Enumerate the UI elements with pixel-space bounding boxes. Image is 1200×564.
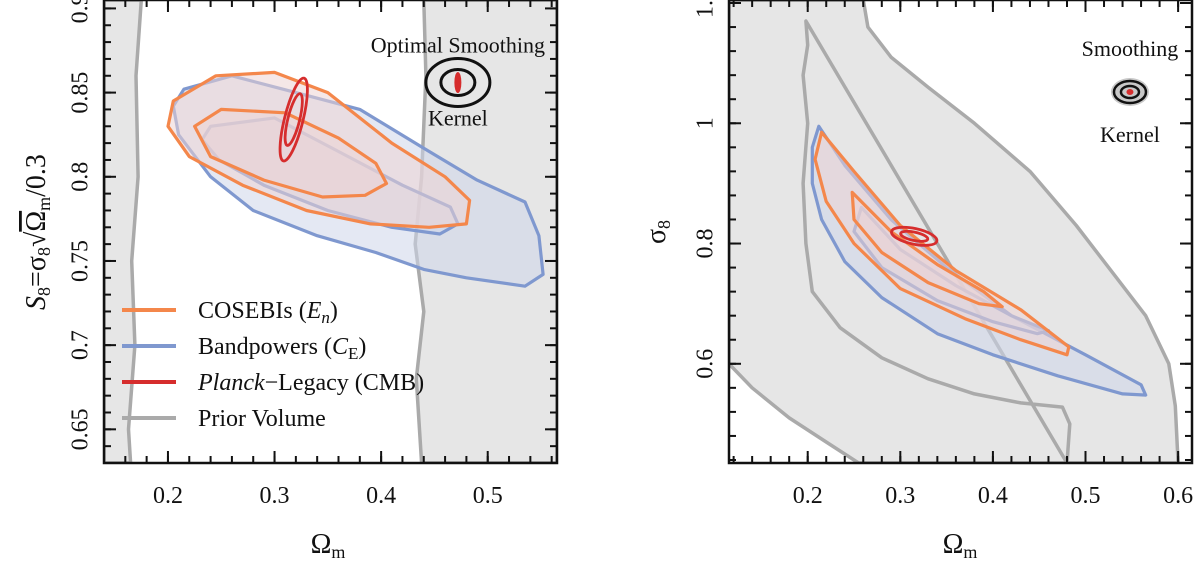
- left-contour-prior-volume-outer: [104, 0, 144, 463]
- legend-label-prior: Prior Volume: [198, 406, 326, 432]
- left-x-tick-label: 0.3: [260, 483, 290, 509]
- left-y-tick-label: 0.75: [68, 240, 94, 282]
- right-kernel-label-top: Smoothing: [1082, 36, 1179, 61]
- left-ticks: 0.2 0.3 0.4 0.5 0.65 0.7 0.75 0.8 0.85 0.9: [68, 0, 557, 509]
- right-contour-prior-volume-outer: [729, 0, 1180, 463]
- right-contour-planck-legacy-68: [899, 229, 930, 243]
- left-panel: 0.2 0.3 0.4 0.5 0.65 0.7 0.75 0.8 0.85 0.9 Ωm S8=…: [21, 0, 559, 562]
- kernel-inner-ring: [439, 67, 477, 97]
- right-x-tick-label: 0.5: [1071, 483, 1101, 509]
- kernel-inner-ring: [1119, 84, 1141, 100]
- right-contour-cosebis-68: [850, 190, 1004, 309]
- left-y-tick-label: 0.7: [68, 330, 94, 360]
- left-kernel-label-top: Optimal Smoothing: [371, 32, 545, 57]
- kernel-outer-ring: [424, 56, 492, 108]
- left-y-tick-label: 0.85: [68, 72, 94, 114]
- left-contour-planck-legacy-95: [278, 76, 309, 163]
- legend: COSEBIs (En) Bandpowers (CE) Planck−Lega…: [122, 298, 424, 432]
- legend-label-planck: Planck−Legacy (CMB): [197, 370, 424, 396]
- right-panel: 0.2 0.3 0.4 0.5 0.6 0.6 0.8 1 1.2 Ωm σ8 Smoothin…: [641, 0, 1194, 562]
- left-y-tick-label: 0.8: [68, 162, 94, 192]
- right-contour-planck-legacy-95: [890, 225, 939, 247]
- left-y-tick-label: 0.9: [68, 0, 94, 23]
- left-y-tick-label: 0.65: [68, 408, 94, 450]
- right-x-tick-label: 0.2: [793, 483, 823, 509]
- right-x-axis-title: Ωm: [943, 529, 978, 562]
- right-contour-cosebis-95: [813, 130, 1071, 357]
- right-ticks: 0.2 0.3 0.4 0.5 0.6 0.6 0.8 1 1.2: [693, 0, 1193, 509]
- right-plot-area: [729, 0, 1180, 463]
- kernel-center-dot: [454, 71, 462, 93]
- right-smoothing-kernel: [1110, 77, 1149, 106]
- right-x-tick-label: 0.6: [1163, 483, 1193, 509]
- left-smoothing-kernel: [424, 56, 492, 108]
- kernel-outer-ring: [1112, 79, 1148, 105]
- right-kernel-label-bottom: Kernel: [1100, 122, 1160, 147]
- legend-label-bandpowers: Bandpowers (CE): [198, 334, 366, 363]
- right-y-tick-label: 1: [693, 117, 719, 129]
- legend-label-cosebis: COSEBIs (En): [198, 298, 338, 327]
- left-x-axis-title: Ωm: [311, 529, 346, 562]
- left-plot-area: [104, 0, 557, 463]
- kernel-center-dot: [1126, 88, 1134, 95]
- right-y-tick-label: 0.8: [693, 229, 719, 259]
- left-contour-planck-legacy-68: [283, 92, 304, 147]
- right-y-tick-label: 0.6: [693, 349, 719, 379]
- left-x-tick-label: 0.5: [473, 483, 503, 509]
- left-plot-frame: [102, 0, 559, 465]
- right-y-axis-title: σ8: [641, 220, 674, 244]
- left-x-tick-label: 0.2: [153, 483, 183, 509]
- left-y-axis-title: S8=σ8√Ωm/0.3: [21, 154, 54, 310]
- left-kernel-label-bottom: Kernel: [428, 105, 488, 130]
- right-y-tick-label: 1.2: [693, 0, 719, 18]
- right-x-tick-label: 0.4: [978, 483, 1008, 509]
- left-x-tick-label: 0.4: [366, 483, 396, 509]
- right-plot-frame: [727, 0, 1194, 465]
- right-x-tick-label: 0.3: [885, 483, 915, 509]
